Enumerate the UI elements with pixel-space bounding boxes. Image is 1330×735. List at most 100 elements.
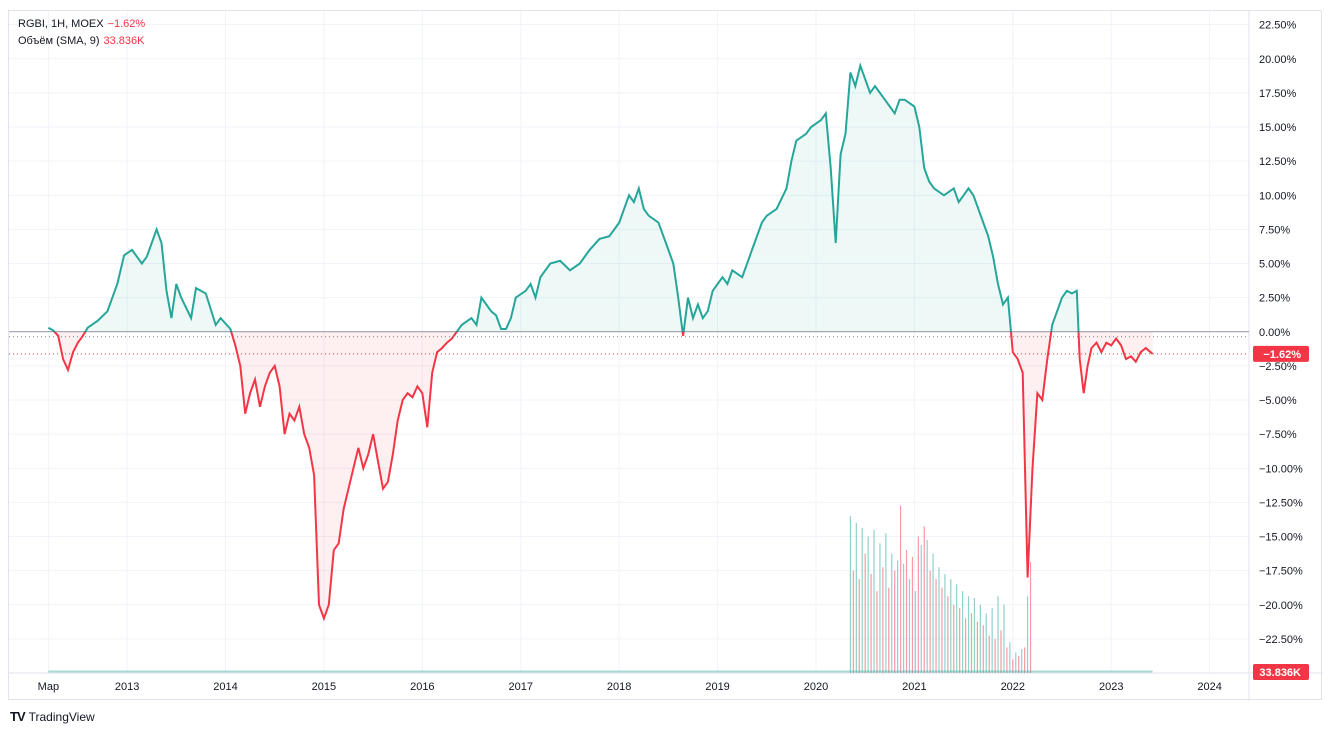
- volume-bar: [962, 591, 964, 673]
- volume-bar: [1029, 562, 1032, 673]
- volume-bar: [897, 560, 899, 673]
- legend-volume-row[interactable]: Объём (SMA, 9) 33.836K: [18, 35, 144, 47]
- volume-bar: [914, 591, 916, 673]
- volume-bar: [855, 522, 857, 673]
- volume-bar: [864, 553, 866, 673]
- y-tick-label: 20.00%: [1259, 54, 1297, 66]
- volume-bar: [982, 625, 984, 673]
- volume-bar: [1015, 652, 1017, 673]
- last-value-label: −1.62%: [1263, 349, 1301, 361]
- legend-symbol-row[interactable]: RGBI, 1H, MOEX −1.62%: [18, 18, 145, 30]
- volume-bar: [902, 563, 905, 673]
- volume-bar: [905, 550, 908, 673]
- volume-bar: [861, 527, 863, 673]
- grid-lines: [9, 11, 1323, 701]
- volume-bar: [1018, 655, 1020, 673]
- volume-bar: [885, 533, 887, 673]
- x-tick-label: 2017: [509, 681, 533, 693]
- volume-bar: [908, 579, 911, 673]
- volume-bars: [48, 505, 1153, 673]
- y-tick-label: 10.00%: [1259, 190, 1297, 202]
- y-tick-label: 12.50%: [1259, 156, 1297, 168]
- volume-bar: [873, 529, 875, 673]
- area-fill-negative: [48, 331, 1153, 619]
- volume-badge-bg: [1253, 664, 1309, 680]
- volume-bar: [944, 574, 946, 673]
- y-tick-label: −7.50%: [1259, 429, 1297, 441]
- volume-bar: [911, 556, 914, 673]
- volume-bar: [879, 543, 881, 673]
- volume-bar: [894, 570, 896, 673]
- y-tick-label: 5.00%: [1259, 259, 1290, 271]
- change-value: −1.62%: [107, 18, 146, 30]
- volume-bar: [858, 579, 860, 673]
- volume-bar: [920, 545, 922, 673]
- y-tick-label: 2.50%: [1259, 293, 1290, 305]
- volume-bar: [988, 635, 990, 673]
- volume-bar: [1026, 596, 1029, 673]
- y-tick-label: −15.00%: [1259, 532, 1303, 544]
- volume-bar: [935, 579, 937, 673]
- volume-bar: [870, 574, 872, 673]
- volume-bar: [985, 613, 987, 673]
- volume-bar: [1003, 604, 1005, 673]
- tradingview-brand[interactable]: TV TradingView: [10, 709, 95, 724]
- x-tick-label: 2018: [607, 681, 631, 693]
- volume-bar: [882, 567, 884, 673]
- x-tick-label: 2019: [705, 681, 729, 693]
- brand-name: TradingView: [28, 709, 95, 724]
- y-tick-label: −17.50%: [1259, 566, 1303, 578]
- y-tick-label: −12.50%: [1259, 497, 1303, 509]
- reference-lines: [9, 331, 1249, 355]
- volume-badge-label: 33.836K: [1259, 667, 1301, 679]
- volume-bar: [973, 597, 976, 673]
- volume-bar: [1021, 649, 1023, 673]
- volume-bar: [941, 587, 943, 673]
- x-tick-label: 2014: [213, 681, 237, 693]
- volume-bar: [959, 608, 961, 673]
- volume-bar: [923, 526, 925, 673]
- volume-bar: [888, 587, 890, 673]
- volume-value: 33.836K: [103, 35, 145, 47]
- y-tick-label: −20.00%: [1259, 600, 1303, 612]
- volume-last-badge: 33.836K: [1253, 664, 1309, 680]
- x-tick-label: 2022: [1001, 681, 1025, 693]
- volume-bar: [849, 516, 852, 673]
- y-tick-label: −2.50%: [1259, 361, 1297, 373]
- volume-bar: [1009, 642, 1011, 673]
- volume-bar: [867, 536, 869, 673]
- volume-bar: [991, 608, 993, 673]
- volume-bar: [967, 596, 970, 673]
- y-tick-label: 0.00%: [1259, 327, 1290, 339]
- last-value-badge: −1.62%: [1253, 345, 1309, 362]
- volume-bar: [852, 570, 854, 673]
- x-axis: Мар 2013 2014 2015 2016 2017 2018 2019 2020 2021 2…: [38, 681, 1222, 693]
- y-tick-label: 7.50%: [1259, 224, 1290, 236]
- volume-bar: [1012, 659, 1014, 673]
- price-line: [47, 62, 1154, 622]
- tradingview-logo-icon: TV: [10, 709, 26, 724]
- volume-label: Объём (SMA, 9): [18, 35, 100, 47]
- y-axis: 22.50% 20.00% 17.50% 15.00% 12.50% 10.00% 7.50…: [1253, 20, 1309, 680]
- volume-bar: [917, 536, 919, 673]
- volume-bar: [891, 553, 893, 673]
- last-value-badge-bg: [1253, 345, 1309, 362]
- y-tick-label: −10.00%: [1259, 463, 1303, 475]
- chart-canvas[interactable]: 22.50% 20.00% 17.50% 15.00% 12.50% 10.00% 7.50…: [9, 11, 1323, 701]
- volume-bar: [979, 604, 981, 673]
- x-tick-label: Мар: [38, 681, 60, 693]
- y-tick-label: 22.50%: [1259, 20, 1297, 32]
- chart-frame: 22.50% 20.00% 17.50% 15.00% 12.50% 10.00% 7.50…: [8, 10, 1323, 701]
- volume-bar: [947, 596, 949, 673]
- volume-bar: [950, 579, 952, 673]
- symbol-label: RGBI, 1H, MOEX: [18, 18, 104, 30]
- x-tick-label: 2013: [115, 681, 139, 693]
- volume-bar: [1000, 630, 1002, 673]
- x-tick-label: 2016: [410, 681, 434, 693]
- area-fill-positive: [48, 65, 1079, 332]
- volume-bar: [970, 613, 973, 673]
- volume-bar: [997, 596, 999, 673]
- series-line-negative: [53, 331, 1154, 622]
- x-tick-label: 2015: [312, 681, 336, 693]
- volume-bar: [976, 621, 978, 673]
